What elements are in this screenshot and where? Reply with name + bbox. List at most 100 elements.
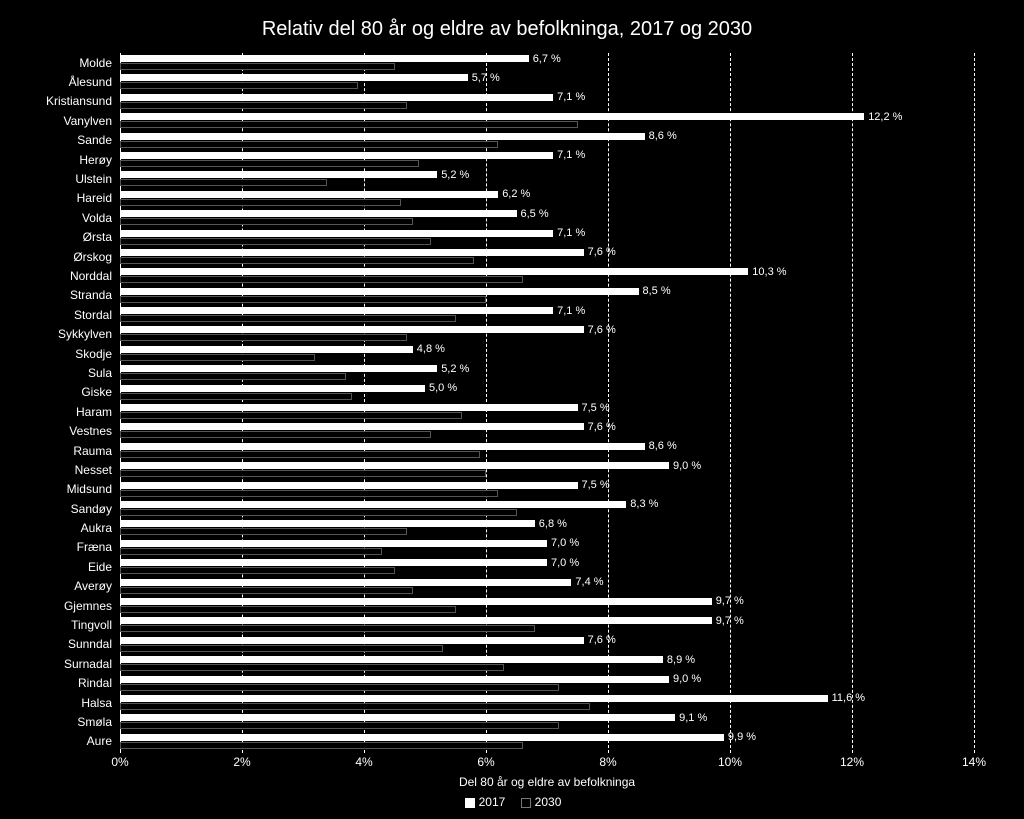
bar-row: Ålesund5,7 % [120, 72, 974, 91]
bar-row: Ulstein5,2 % [120, 169, 974, 188]
bar-2030 [120, 451, 480, 458]
bar-row: Smøla9,1 % [120, 712, 974, 731]
value-label: 9,7 % [712, 615, 744, 627]
bar-row: Sunndal7,6 % [120, 635, 974, 654]
x-tick-label: 12% [840, 755, 864, 769]
bar-2017: 9,7 % [120, 617, 712, 624]
category-label: Ålesund [69, 75, 120, 89]
category-label: Haram [76, 405, 120, 419]
category-label: Halsa [81, 696, 120, 710]
category-label: Kristiansund [46, 94, 120, 108]
bar-row: Volda6,5 % [120, 208, 974, 227]
value-label: 6,7 % [529, 53, 561, 65]
bar-2017: 8,9 % [120, 656, 663, 663]
bar-2030 [120, 509, 517, 516]
category-label: Giske [81, 385, 120, 399]
category-label: Stranda [70, 288, 120, 302]
bar-2017: 9,0 % [120, 676, 669, 683]
value-label: 8,6 % [645, 440, 677, 452]
bar-2030 [120, 548, 382, 555]
bar-2030 [120, 393, 352, 400]
bar-2017: 7,1 % [120, 230, 553, 237]
bar-2030 [120, 63, 395, 70]
value-label: 7,1 % [553, 227, 585, 239]
plot-area: Molde6,7 %Ålesund5,7 %Kristiansund7,1 %V… [120, 53, 974, 753]
x-tick-label: 10% [718, 755, 742, 769]
bar-2030 [120, 179, 327, 186]
value-label: 7,0 % [547, 557, 579, 569]
bar-row: Midsund7,5 % [120, 480, 974, 499]
bar-2017: 7,6 % [120, 423, 584, 430]
bar-2030 [120, 412, 462, 419]
value-label: 9,1 % [675, 712, 707, 724]
legend: 2017 2030 [10, 789, 1004, 809]
bar-row: Stranda8,5 % [120, 286, 974, 305]
category-label: Averøy [74, 579, 120, 593]
bar-2017: 7,5 % [120, 404, 578, 411]
category-label: Tingvoll [71, 618, 120, 632]
value-label: 7,1 % [553, 149, 585, 161]
legend-swatch-2030 [521, 798, 531, 808]
bar-row: Hareid6,2 % [120, 189, 974, 208]
category-label: Sandøy [71, 502, 120, 516]
value-label: 7,6 % [584, 246, 616, 258]
x-tick-label: 2% [233, 755, 250, 769]
bar-2017: 8,6 % [120, 443, 645, 450]
bar-2017: 7,6 % [120, 637, 584, 644]
value-label: 7,4 % [571, 576, 603, 588]
bar-2017: 5,2 % [120, 171, 437, 178]
bar-2030 [120, 742, 523, 749]
category-label: Stordal [74, 308, 120, 322]
bar-2017: 7,5 % [120, 482, 578, 489]
bar-2017: 8,3 % [120, 501, 626, 508]
chart-title: Relativ del 80 år og eldre av befolkning… [10, 10, 1004, 53]
category-label: Ulstein [75, 172, 120, 186]
value-label: 6,5 % [517, 208, 549, 220]
bar-row: Ørsta7,1 % [120, 228, 974, 247]
bar-2017: 5,2 % [120, 365, 437, 372]
value-label: 12,2 % [864, 111, 902, 123]
category-label: Smøla [77, 715, 120, 729]
category-label: Gjemnes [64, 599, 120, 613]
value-label: 9,7 % [712, 595, 744, 607]
bar-2017: 7,0 % [120, 540, 547, 547]
category-label: Sande [77, 133, 120, 147]
bar-row: Molde6,7 % [120, 53, 974, 72]
bar-2030 [120, 373, 346, 380]
category-label: Sunndal [68, 637, 120, 651]
bar-row: Sandøy8,3 % [120, 499, 974, 518]
bar-2017: 7,1 % [120, 94, 553, 101]
bar-2017: 5,7 % [120, 74, 468, 81]
bars-wrap: Molde6,7 %Ålesund5,7 %Kristiansund7,1 %V… [120, 53, 974, 753]
bar-2030 [120, 334, 407, 341]
value-label: 7,6 % [584, 634, 616, 646]
category-label: Norddal [70, 269, 120, 283]
bar-row: Vestnes7,6 % [120, 421, 974, 440]
value-label: 9,0 % [669, 460, 701, 472]
bar-2017: 9,0 % [120, 462, 669, 469]
bar-2017: 12,2 % [120, 113, 864, 120]
bar-2030 [120, 257, 474, 264]
category-label: Skodje [75, 347, 120, 361]
category-label: Midsund [67, 482, 120, 496]
bar-2030 [120, 82, 358, 89]
value-label: 8,3 % [626, 498, 658, 510]
bar-2017: 7,0 % [120, 559, 547, 566]
bar-2030 [120, 199, 401, 206]
bar-2030 [120, 141, 498, 148]
category-label: Hareid [77, 191, 120, 205]
value-label: 11,6 % [828, 692, 865, 704]
bar-2030 [120, 238, 431, 245]
bar-2017: 9,1 % [120, 714, 675, 721]
bar-row: Gjemnes9,7 % [120, 596, 974, 615]
category-label: Volda [82, 211, 120, 225]
value-label: 6,8 % [535, 518, 567, 530]
bar-2030 [120, 160, 419, 167]
bar-2030 [120, 625, 535, 632]
bar-row: Sande8,6 % [120, 131, 974, 150]
bar-2017: 10,3 % [120, 268, 748, 275]
bar-2017: 7,4 % [120, 579, 571, 586]
bar-2017: 4,8 % [120, 346, 413, 353]
bar-row: Averøy7,4 % [120, 577, 974, 596]
bar-2017: 6,5 % [120, 210, 517, 217]
